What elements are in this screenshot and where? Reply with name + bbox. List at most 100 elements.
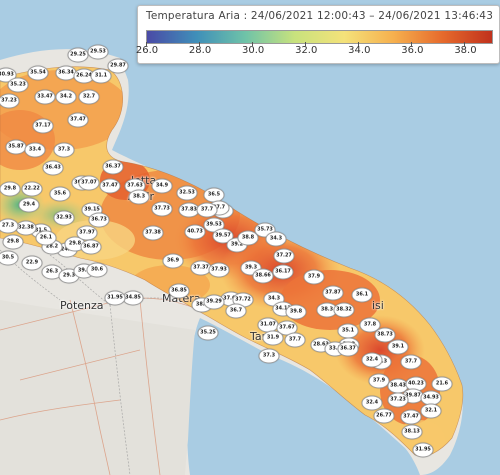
station-marker[interactable]: 37.3 — [53, 142, 75, 158]
station-marker[interactable]: 35.54 — [27, 65, 49, 81]
station-marker[interactable]: 34.2 — [55, 89, 77, 105]
station-marker[interactable]: 34.9 — [151, 178, 173, 194]
legend-tick-label: 32.0 — [295, 45, 318, 56]
station-marker[interactable]: 38.32 — [333, 302, 355, 318]
station-marker[interactable]: 37.17 — [32, 118, 54, 134]
station-marker[interactable]: 32.4 — [361, 352, 383, 368]
station-marker[interactable]: 32.7 — [78, 89, 100, 105]
station-marker[interactable]: 37.73 — [151, 201, 173, 217]
station-marker[interactable]: 33.47 — [34, 89, 56, 105]
station-marker[interactable]: 38.13 — [401, 424, 423, 440]
station-marker[interactable]: 38.73 — [374, 327, 396, 343]
station-marker[interactable]: 37.23 — [387, 392, 409, 408]
station-marker[interactable]: 35.23 — [7, 77, 29, 93]
station-marker[interactable]: 37.23 — [0, 93, 20, 109]
station-marker[interactable]: 37.38 — [142, 225, 164, 241]
station-marker[interactable]: 29.8 — [0, 181, 21, 197]
legend-tickmark — [411, 42, 413, 46]
station-marker[interactable]: 36.1 — [351, 287, 373, 303]
station-marker[interactable]: 26.1 — [35, 230, 57, 246]
station-marker[interactable]: 32.4 — [361, 395, 383, 411]
legend-tickmark — [199, 42, 201, 46]
station-marker[interactable]: 35.87 — [5, 139, 27, 155]
station-marker[interactable]: 34.3 — [265, 231, 287, 247]
city-label-taranto: Tar — [250, 330, 267, 343]
station-marker[interactable]: 36.85 — [168, 283, 190, 299]
station-marker[interactable]: 37.87 — [322, 285, 344, 301]
station-marker[interactable]: 39.29 — [203, 294, 225, 310]
station-marker[interactable]: 35.25 — [197, 325, 219, 341]
city-label-brindisi: isi — [372, 299, 384, 312]
puglia-outline — [0, 66, 464, 457]
station-marker[interactable]: 21.6 — [431, 376, 453, 392]
station-marker[interactable]: 39.8 — [285, 304, 307, 320]
station-marker[interactable]: 36.34 — [55, 65, 77, 81]
station-marker[interactable]: 32.1 — [420, 403, 442, 419]
station-marker[interactable]: 30.6 — [86, 262, 108, 278]
station-marker[interactable]: 22.22 — [21, 181, 43, 197]
station-marker[interactable]: 34.85 — [122, 290, 144, 306]
station-marker[interactable]: 37.7 — [196, 202, 218, 218]
station-marker[interactable]: 37.3 — [258, 348, 280, 364]
station-marker[interactable]: 35.1 — [337, 323, 359, 339]
station-marker[interactable]: 32.93 — [53, 210, 75, 226]
station-marker[interactable]: 33.4 — [24, 142, 46, 158]
station-marker[interactable]: 37.9 — [368, 373, 390, 389]
station-marker[interactable]: 36.7 — [225, 303, 247, 319]
station-marker[interactable]: 39.1 — [387, 339, 409, 355]
station-marker[interactable]: 38.66 — [252, 268, 274, 284]
station-marker[interactable]: 40.73 — [184, 224, 206, 240]
station-marker[interactable]: 38.3 — [128, 189, 150, 205]
station-marker[interactable]: 36.43 — [42, 160, 64, 176]
station-marker[interactable]: 36.37 — [102, 159, 124, 175]
station-marker[interactable]: 36.73 — [88, 212, 110, 228]
station-marker[interactable]: 37.27 — [273, 248, 295, 264]
station-marker[interactable]: 37.47 — [99, 178, 121, 194]
station-marker[interactable]: 37.83 — [178, 202, 200, 218]
station-marker[interactable]: 37.7 — [284, 332, 306, 348]
land-calabria — [0, 300, 195, 475]
legend-title: Temperatura Aria : 24/06/2021 12:00:43 –… — [146, 10, 494, 22]
station-marker[interactable]: 37.7 — [400, 354, 422, 370]
station-marker[interactable]: 37.97 — [76, 225, 98, 241]
station-marker[interactable]: 36.37 — [337, 341, 359, 357]
station-marker[interactable]: 38.8 — [237, 230, 259, 246]
station-marker[interactable]: 37.47 — [67, 112, 89, 128]
station-marker[interactable]: 29.87 — [107, 58, 129, 74]
station-marker[interactable]: 29.8 — [64, 236, 86, 252]
station-marker[interactable]: 36.9 — [162, 253, 184, 269]
station-marker[interactable]: 27.3 — [0, 218, 19, 234]
legend-tickmark — [464, 42, 466, 46]
legend-tick-label: 34.0 — [348, 45, 371, 56]
legend-tick-label: 28.0 — [188, 45, 212, 56]
legend-tick-label: 36.0 — [401, 45, 424, 56]
legend-tick-label: 30.0 — [242, 45, 265, 56]
station-marker[interactable]: 31.1 — [90, 68, 112, 84]
station-marker[interactable]: 35.6 — [49, 186, 71, 202]
station-marker[interactable]: 37.47 — [400, 409, 422, 425]
station-marker[interactable]: 29.53 — [87, 44, 109, 60]
station-marker[interactable]: 29.25 — [67, 47, 89, 63]
station-marker[interactable]: 36.17 — [272, 264, 294, 280]
station-marker[interactable]: 31.95 — [412, 442, 434, 458]
station-marker[interactable]: 26.77 — [373, 408, 395, 424]
station-marker[interactable]: 29.8 — [2, 234, 24, 250]
station-marker[interactable]: 32.53 — [176, 185, 198, 201]
legend-tickmark — [305, 42, 307, 46]
station-marker[interactable]: 37.07 — [78, 175, 100, 191]
station-marker[interactable]: 26.3 — [41, 264, 63, 280]
legend-tickmark — [252, 42, 254, 46]
station-marker[interactable]: 31.9 — [262, 330, 284, 346]
station-marker[interactable]: 29.4 — [18, 197, 40, 213]
station-marker[interactable]: 32.38 — [15, 220, 37, 236]
station-marker[interactable]: 31.95 — [104, 290, 126, 306]
station-marker[interactable]: 37.8 — [359, 317, 381, 333]
station-marker[interactable]: 37.9 — [303, 269, 325, 285]
gulf-of-taranto — [187, 318, 420, 475]
station-marker[interactable]: 37.93 — [208, 262, 230, 278]
station-marker[interactable]: 30.5 — [0, 250, 19, 266]
station-marker[interactable]: 22.9 — [21, 255, 43, 271]
station-marker[interactable]: 36.87 — [80, 239, 102, 255]
legend-tickmark — [146, 42, 147, 46]
